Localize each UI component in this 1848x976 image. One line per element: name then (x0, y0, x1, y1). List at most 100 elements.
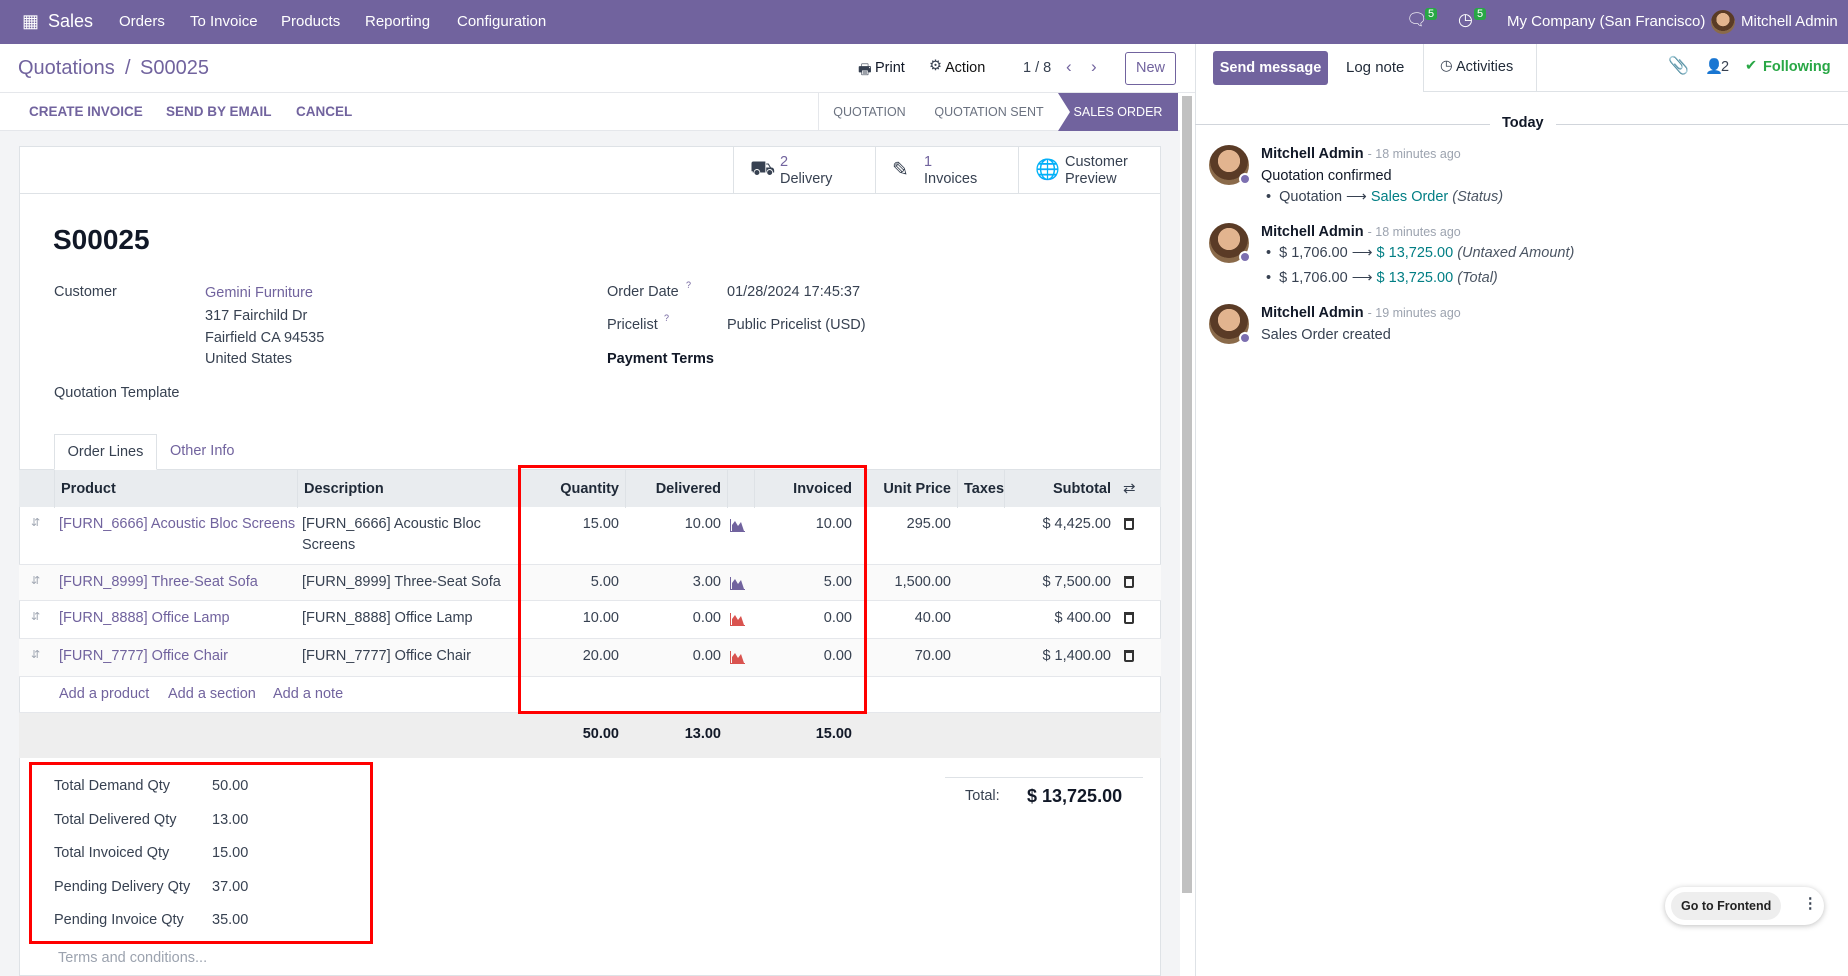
breadcrumb-quotations[interactable]: Quotations (18, 57, 115, 79)
app-name[interactable]: Sales (48, 11, 94, 31)
table-row[interactable]: ⇵ [FURN_6666] Acoustic Bloc Screens [FUR… (19, 507, 1161, 565)
table-row[interactable]: ⇵ [FURN_8999] Three-Seat Sofa [FURN_8999… (19, 565, 1161, 601)
col-delivered[interactable]: Delivered (625, 470, 727, 508)
message-author[interactable]: Mitchell Admin (1261, 305, 1364, 321)
customer-preview-button[interactable]: 🌐 Customer Preview (1018, 146, 1161, 194)
quantity-cell[interactable]: 20.00 (582, 648, 619, 664)
quantity-cell[interactable]: 5.00 (590, 574, 619, 590)
forecast-chart-icon[interactable] (730, 577, 745, 590)
company-switcher[interactable]: My Company (San Francisco) (1507, 13, 1706, 30)
product-cell[interactable]: [FURN_6666] Acoustic Bloc Screens (59, 516, 296, 532)
scrollbar[interactable] (1182, 96, 1192, 893)
message-avatar[interactable] (1209, 304, 1251, 344)
description-cell[interactable]: [FURN_6666] Acoustic Bloc (302, 516, 481, 532)
pager-next-icon[interactable]: › (1091, 57, 1097, 76)
apps-grid-icon[interactable]: ▦ (22, 11, 40, 31)
invoices-smart-button[interactable]: ✎ 1 Invoices (875, 146, 1018, 194)
table-row[interactable]: ⇵ [FURN_8888] Office Lamp [FURN_8888] Of… (19, 601, 1161, 639)
message-avatar[interactable] (1209, 223, 1251, 263)
trash-icon[interactable] (1124, 612, 1134, 624)
description-cell[interactable]: [FURN_8888] Office Lamp (302, 610, 473, 626)
add-product-link[interactable]: Add a product (59, 686, 150, 702)
pager-value[interactable]: 1 / 8 (1023, 60, 1052, 76)
forecast-chart-icon[interactable] (730, 519, 745, 532)
help-mark[interactable]: ? (664, 313, 670, 323)
activities-button[interactable]: ◷ Activities (1423, 44, 1537, 92)
log-note-button[interactable]: Log note (1346, 59, 1405, 76)
send-message-button[interactable]: Send message (1213, 51, 1328, 85)
delivery-smart-button[interactable]: ⛟ 2 Delivery (733, 146, 875, 194)
messages-icon[interactable]: 🗨 (1406, 10, 1428, 29)
delivered-cell[interactable]: 0.00 (692, 648, 721, 664)
tab-order-lines[interactable]: Order Lines (54, 434, 157, 470)
menu-products[interactable]: Products (281, 13, 341, 30)
status-quotation[interactable]: QUOTATION (818, 93, 920, 131)
quantity-cell[interactable]: 15.00 (582, 516, 619, 532)
description-cell[interactable]: [FURN_7777] Office Chair (302, 648, 471, 664)
pager-prev-icon[interactable]: ‹ (1066, 57, 1072, 76)
followers-icon[interactable]: 👤 (1705, 59, 1724, 75)
message-avatar[interactable] (1209, 145, 1251, 185)
col-product[interactable]: Product (54, 470, 297, 508)
forecast-chart-icon[interactable] (730, 651, 745, 664)
forecast-chart-icon[interactable] (730, 613, 745, 626)
menu-reporting[interactable]: Reporting (365, 13, 431, 30)
trash-icon[interactable] (1124, 518, 1134, 530)
status-quotation-sent[interactable]: QUOTATION SENT (934, 105, 1044, 119)
menu-configuration[interactable]: Configuration (457, 13, 547, 30)
add-note-link[interactable]: Add a note (273, 686, 344, 702)
user-avatar[interactable] (1711, 10, 1735, 34)
print-button[interactable]: Print (875, 60, 905, 76)
add-section-link[interactable]: Add a section (168, 686, 256, 702)
trash-icon[interactable] (1124, 576, 1134, 588)
action-button[interactable]: Action (945, 60, 986, 76)
followers-count[interactable]: 2 (1721, 59, 1730, 75)
message-author[interactable]: Mitchell Admin (1261, 146, 1364, 162)
unit-price-cell[interactable]: 40.00 (914, 610, 951, 626)
status-sales-order[interactable]: SALES ORDER (1058, 93, 1178, 131)
product-cell[interactable]: [FURN_8888] Office Lamp (59, 610, 230, 626)
following-button[interactable]: Following (1763, 59, 1831, 75)
trash-icon[interactable] (1124, 650, 1134, 662)
unit-price-cell[interactable]: 70.00 (914, 648, 951, 664)
go-to-frontend-button[interactable]: Go to Frontend (1671, 892, 1782, 920)
drag-handle-icon[interactable]: ⇵ (31, 611, 41, 623)
drag-handle-icon[interactable]: ⇵ (31, 649, 41, 661)
quantity-cell[interactable]: 10.00 (582, 610, 619, 626)
unit-price-cell[interactable]: 295.00 (906, 516, 951, 532)
new-button[interactable]: New (1125, 52, 1176, 85)
help-mark[interactable]: ? (686, 280, 692, 290)
product-cell[interactable]: [FURN_8999] Three-Seat Sofa (59, 574, 258, 590)
optional-columns-icon[interactable]: ⇄ (1123, 480, 1136, 497)
menu-orders[interactable]: Orders (119, 13, 165, 30)
product-cell[interactable]: [FURN_7777] Office Chair (59, 648, 228, 664)
gear-icon: ⚙ (929, 58, 942, 74)
message-author[interactable]: Mitchell Admin (1261, 224, 1364, 240)
col-description[interactable]: Description (297, 470, 519, 508)
cancel-button[interactable]: CANCEL (296, 104, 353, 119)
paperclip-icon[interactable]: 📎 (1668, 56, 1690, 75)
col-subtotal[interactable]: Subtotal (1004, 470, 1117, 508)
drag-handle-icon[interactable]: ⇵ (31, 517, 41, 529)
description-cell[interactable]: [FURN_8999] Three-Seat Sofa (302, 574, 501, 590)
send-by-email-button[interactable]: SEND BY EMAIL (166, 104, 272, 119)
terms-input[interactable]: Terms and conditions... (58, 950, 208, 966)
order-date-value[interactable]: 01/28/2024 17:45:37 (727, 284, 861, 300)
pricelist-value[interactable]: Public Pricelist (USD) (727, 317, 866, 333)
col-unit-price[interactable]: Unit Price (883, 481, 951, 497)
col-taxes[interactable]: Taxes (957, 470, 1004, 508)
activities-icon[interactable]: ◷ (1458, 10, 1473, 29)
delivered-cell[interactable]: 0.00 (692, 610, 721, 626)
customer-link[interactable]: Gemini Furniture (205, 285, 313, 301)
delivered-cell[interactable]: 3.00 (692, 574, 721, 590)
table-row[interactable]: ⇵ [FURN_7777] Office Chair [FURN_7777] O… (19, 639, 1161, 677)
create-invoice-button[interactable]: CREATE INVOICE (29, 104, 143, 119)
col-invoiced[interactable]: Invoiced (754, 470, 858, 508)
unit-price-cell[interactable]: 1,500.00 (894, 574, 951, 590)
menu-to-invoice[interactable]: To Invoice (190, 13, 258, 30)
delivered-cell[interactable]: 10.00 (684, 516, 721, 532)
tab-other-info[interactable]: Other Info (170, 443, 235, 459)
user-menu[interactable]: Mitchell Admin (1741, 13, 1838, 30)
drag-handle-icon[interactable]: ⇵ (31, 575, 41, 587)
more-options-icon[interactable]: ⋮ (1803, 896, 1818, 912)
